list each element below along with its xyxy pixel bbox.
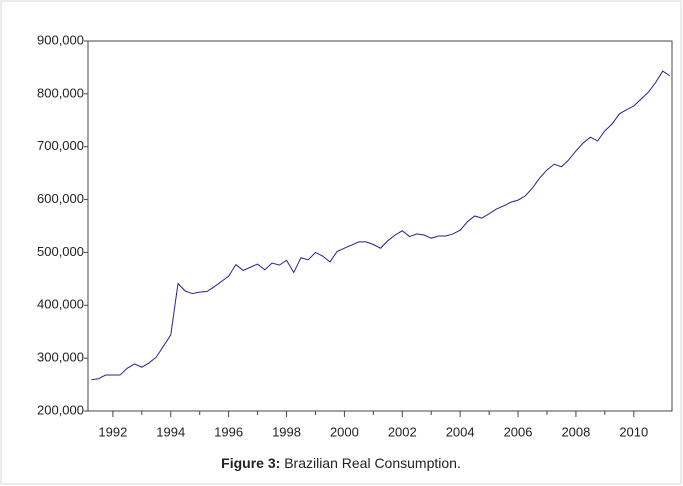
x-tick-label: 2010 (619, 424, 648, 439)
plot-frame (87, 40, 673, 412)
y-tick-label: 200,000 (37, 402, 84, 417)
x-tick-label: 2002 (388, 424, 417, 439)
y-tick-label: 900,000 (37, 32, 84, 47)
x-tick-label: 2006 (504, 424, 533, 439)
y-tick-label: 700,000 (37, 138, 84, 153)
caption: Figure 3: Brazilian Real Consumption. (221, 455, 461, 471)
x-tick-label: 1996 (214, 424, 243, 439)
x-tick-label: 1994 (156, 424, 185, 439)
y-tick-label: 400,000 (37, 297, 84, 312)
caption-label: Figure 3: (221, 455, 280, 471)
x-tick-label: 2000 (330, 424, 359, 439)
y-tick-label: 500,000 (37, 244, 84, 259)
y-tick-label: 800,000 (37, 85, 84, 100)
x-tick-label: 1992 (98, 424, 127, 439)
x-tick-label: 2008 (561, 424, 590, 439)
x-tick-label: 1998 (272, 424, 301, 439)
chart-title: Brazilian Real Consumption. (284, 455, 461, 471)
data-line (91, 70, 671, 381)
y-tick-label: 300,000 (37, 350, 84, 365)
x-tick-label: 2004 (446, 424, 475, 439)
y-tick-label: 600,000 (37, 191, 84, 206)
